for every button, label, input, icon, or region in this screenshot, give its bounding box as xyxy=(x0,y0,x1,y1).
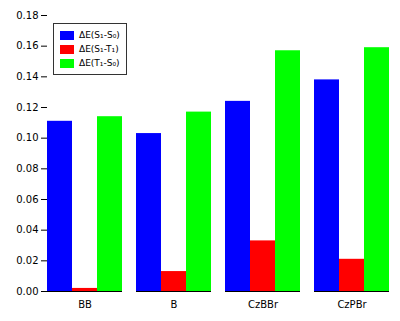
svg-text:0.04: 0.04 xyxy=(16,224,38,235)
svg-text:CzPBr: CzPBr xyxy=(337,299,367,310)
svg-text:B: B xyxy=(171,299,178,310)
svg-text:0.18: 0.18 xyxy=(16,10,38,21)
html-text:ΔE(S₁-T₁): ΔE(S₁-T₁) xyxy=(79,44,119,54)
svg-text:BB: BB xyxy=(78,299,92,310)
svg-text:CzBBr: CzBBr xyxy=(248,299,279,310)
svg-text:0.06: 0.06 xyxy=(16,194,38,205)
html-text:ΔE(S₁-S₀): ΔE(S₁-S₀) xyxy=(79,30,120,40)
svg-text:0.02: 0.02 xyxy=(16,255,38,266)
html-text:ΔE(T₁-S₀): ΔE(T₁-S₀) xyxy=(79,58,120,68)
svg-text:0.12: 0.12 xyxy=(16,102,38,113)
svg-text:0.08: 0.08 xyxy=(16,163,38,174)
svg-text:0.10: 0.10 xyxy=(16,132,38,143)
svg-text:0.14: 0.14 xyxy=(16,71,38,82)
svg-text:0.16: 0.16 xyxy=(16,40,38,51)
svg-text:0.00: 0.00 xyxy=(16,286,38,297)
